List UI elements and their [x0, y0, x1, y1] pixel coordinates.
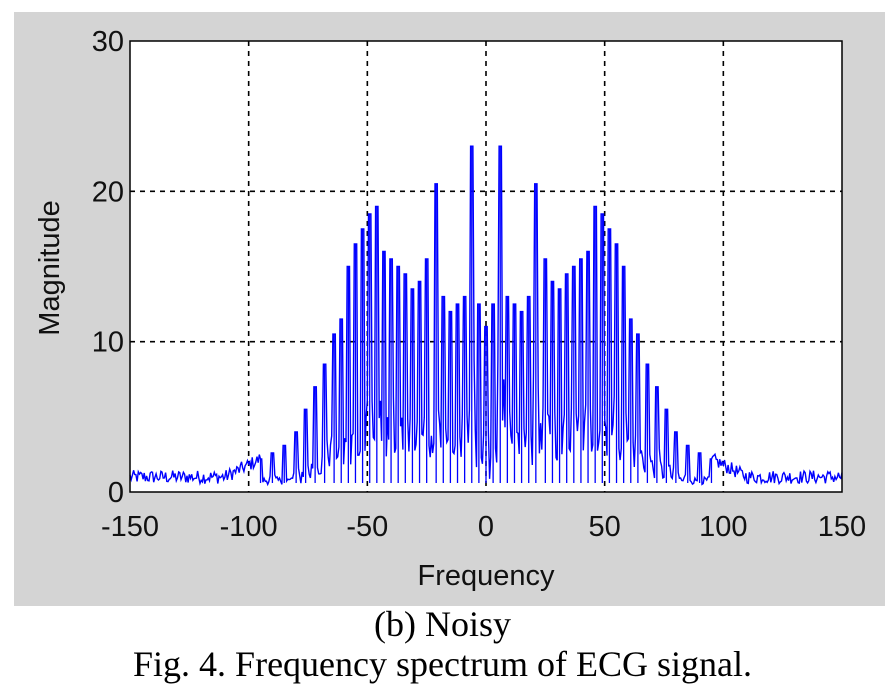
spectrum-series [129, 145, 843, 487]
figure-caption: Fig. 4. Frequency spectrum of ECG signal… [133, 644, 752, 684]
y-tick-label: 30 [92, 26, 124, 58]
y-tick-label: 20 [92, 176, 124, 208]
y-tick-label: 0 [108, 477, 124, 509]
x-tick-label: -100 [220, 511, 278, 543]
spectrum-chart: -150 -100 -50 0 50 100 150 0 10 20 30 Frequency Ma… [34, 26, 866, 592]
x-tick-label: -50 [346, 511, 388, 543]
plot-frame [129, 40, 843, 493]
x-axis-label: Frequency [417, 560, 555, 592]
axis-ticks: -150 -100 -50 0 50 100 150 0 10 20 30 [92, 26, 866, 543]
subfigure-caption: (b) Noisy [374, 604, 511, 644]
spectrum-line [129, 145, 843, 487]
x-tick-label: 100 [699, 511, 747, 543]
y-axis-label: Magnitude [34, 200, 66, 335]
x-tick-label: 150 [818, 511, 866, 543]
x-tick-label: -150 [101, 511, 159, 543]
x-tick-label: 50 [589, 511, 621, 543]
figure-panel: -150 -100 -50 0 50 100 150 0 10 20 30 Frequency Ma… [14, 12, 885, 606]
y-tick-label: 10 [92, 327, 124, 359]
x-tick-label: 0 [478, 511, 494, 543]
grid-lines [130, 41, 842, 492]
